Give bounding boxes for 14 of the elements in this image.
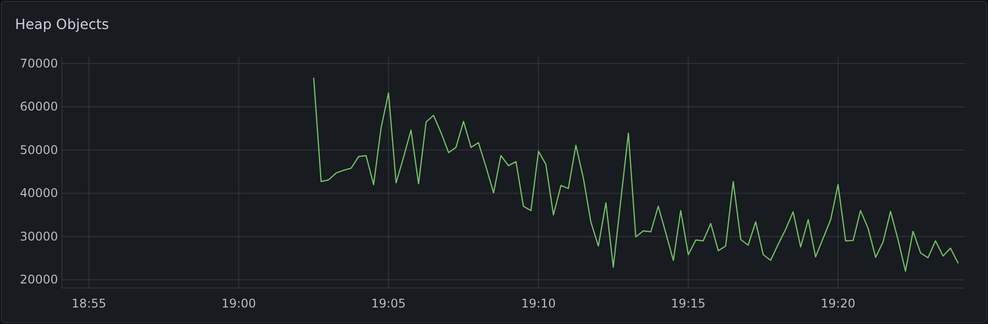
x-tick-label: 19:15	[670, 296, 706, 311]
x-tick-label: 19:20	[820, 296, 856, 311]
x-tick-label: 19:05	[371, 296, 406, 311]
y-tick-label: 60000	[20, 100, 58, 114]
x-tick-label: 18:55	[72, 296, 106, 311]
y-tick-label: 40000	[20, 186, 58, 200]
line-series	[313, 78, 959, 272]
x-tick-label: 19:00	[221, 296, 256, 311]
chart-title: Heap Objects	[15, 17, 109, 33]
y-tick-label: 20000	[20, 272, 58, 287]
y-tick-label: 30000	[20, 229, 58, 244]
y-tick-label: 50000	[20, 142, 58, 157]
x-tick-label: 19:10	[521, 296, 556, 311]
y-tick-label: 70000	[20, 56, 58, 70]
